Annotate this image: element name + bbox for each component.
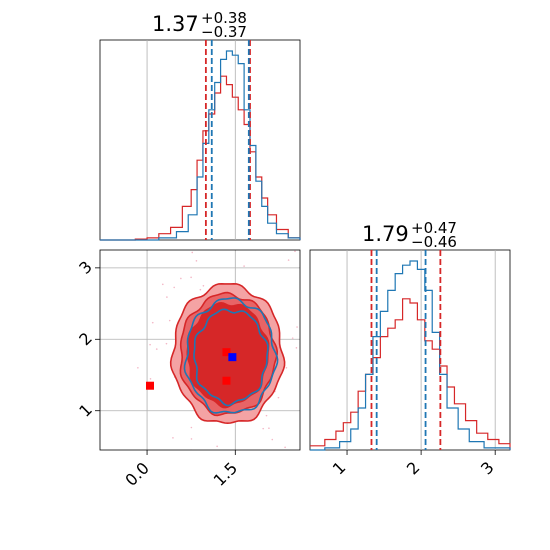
scatter-point bbox=[291, 337, 294, 339]
contour-ytick-label-0: 1 bbox=[75, 400, 96, 421]
contour-ytick-label-1: 2 bbox=[75, 329, 96, 350]
contour-xtick-label-1: 1.5 bbox=[210, 458, 241, 489]
scatter-point bbox=[268, 427, 270, 430]
scatter-point bbox=[284, 446, 286, 449]
scatter-point bbox=[285, 366, 288, 369]
scatter-point bbox=[265, 414, 268, 417]
hist1-quantile-lines bbox=[204, 40, 251, 240]
hist-panel-param1: 1.37 +0.38 −0.37 bbox=[99, 9, 301, 241]
scatter-point bbox=[151, 321, 154, 324]
scatter-point bbox=[190, 438, 193, 440]
hist2-quantile-lines bbox=[370, 250, 442, 450]
hist2-series bbox=[310, 260, 511, 451]
scatter-point bbox=[73, 296, 75, 298]
scatter-point bbox=[190, 426, 193, 429]
scatter-point bbox=[202, 285, 205, 287]
scatter-point bbox=[287, 259, 290, 261]
hist1-title-plus: +0.38 bbox=[201, 9, 247, 27]
contour-y-ticks: 1 2 3 bbox=[75, 257, 100, 421]
scatter-point bbox=[155, 348, 158, 350]
scatter-point bbox=[161, 283, 164, 286]
hist2-xtick-label-2: 3 bbox=[477, 458, 498, 479]
scatter-point bbox=[296, 326, 298, 328]
hist1-title-minus: −0.37 bbox=[201, 23, 247, 41]
scatter-point bbox=[204, 453, 206, 455]
hist2-title-median: 1.79 bbox=[362, 222, 409, 246]
hist1-series-red bbox=[100, 75, 301, 241]
contour-marker-3 bbox=[228, 353, 237, 362]
scatter-point bbox=[295, 347, 298, 349]
scatter-point bbox=[172, 437, 174, 439]
scatter-point bbox=[149, 343, 151, 346]
scatter-point bbox=[300, 329, 302, 331]
scatter-point bbox=[190, 276, 192, 279]
contour-marker-2 bbox=[222, 376, 231, 385]
contour-ytick-label-2: 3 bbox=[75, 257, 96, 278]
hist1-series-blue bbox=[100, 50, 301, 241]
scatter-point bbox=[216, 445, 218, 448]
hist2-title-plus: +0.47 bbox=[411, 219, 457, 237]
hist2-frame bbox=[309, 249, 511, 451]
hist1-series bbox=[100, 50, 301, 241]
scatter-point bbox=[199, 288, 202, 291]
hist2-series-blue bbox=[310, 260, 511, 451]
hist1-frame bbox=[99, 39, 301, 241]
scatter-point bbox=[277, 396, 280, 399]
scatter-point bbox=[243, 265, 245, 267]
scatter-point bbox=[166, 296, 168, 298]
contour-marker-0 bbox=[146, 381, 154, 390]
contour-frame bbox=[99, 249, 301, 451]
scatter-point bbox=[165, 342, 168, 345]
contour-markers bbox=[146, 348, 237, 390]
contour-panel: 0.0 1.5 1 2 3 bbox=[73, 219, 350, 490]
hist2-series-red bbox=[310, 298, 511, 450]
scatter-point bbox=[180, 277, 182, 280]
scatter-point bbox=[262, 427, 265, 430]
hist2-x-ticks: 1 2 3 bbox=[329, 450, 498, 478]
scatter-point bbox=[271, 438, 274, 441]
scatter-point bbox=[348, 353, 350, 355]
contour-blue-level-0 bbox=[183, 297, 279, 414]
scatter-point bbox=[294, 250, 296, 253]
scatter-point bbox=[168, 319, 171, 322]
contour-marker-1 bbox=[222, 348, 231, 357]
hist-panel-param2: 1 2 3 1.79 +0.47 −0.46 bbox=[309, 219, 511, 478]
scatter-point bbox=[284, 219, 286, 221]
scatter-point bbox=[137, 366, 139, 369]
contour-xtick-label-0: 0.0 bbox=[121, 458, 152, 489]
scatter-point bbox=[191, 251, 194, 254]
scatter-point bbox=[173, 286, 175, 289]
contour-blue-level-1 bbox=[193, 308, 269, 407]
hist2-xtick-label-0: 1 bbox=[329, 458, 350, 479]
hist1-title-median: 1.37 bbox=[152, 12, 199, 36]
scatter-point bbox=[167, 455, 169, 457]
contour-x-ticks: 0.0 1.5 bbox=[121, 450, 241, 490]
hist2-grid bbox=[346, 250, 496, 450]
hist2-xtick-label-1: 2 bbox=[403, 458, 424, 479]
hist1-grid bbox=[146, 40, 236, 240]
scatter-point bbox=[195, 260, 198, 262]
hist2-title-minus: −0.46 bbox=[411, 233, 457, 251]
scatter-point bbox=[149, 378, 152, 380]
